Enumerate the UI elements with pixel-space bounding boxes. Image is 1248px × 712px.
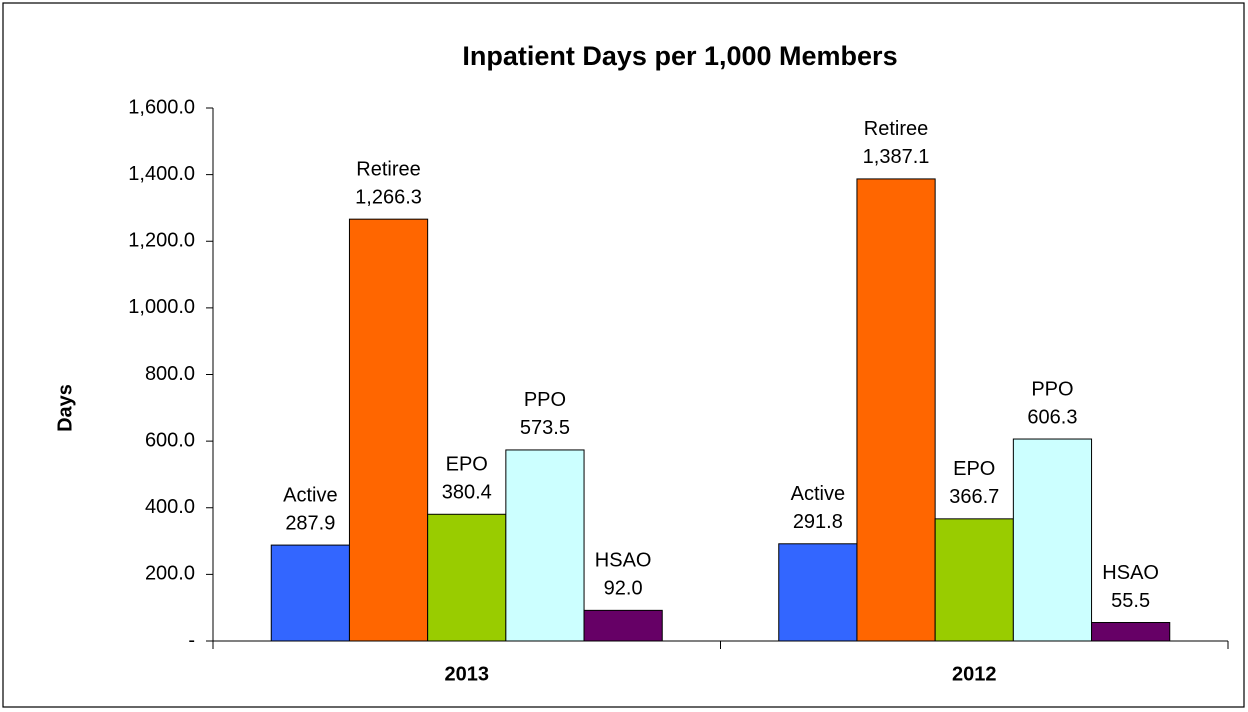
data-label-name: HSAO <box>595 550 652 572</box>
data-label: 380.4 <box>442 482 492 504</box>
data-label: 291.8 <box>793 511 843 533</box>
data-label: 1,266.3 <box>355 186 422 208</box>
data-label-name: EPO <box>953 458 995 480</box>
data-label: 573.5 <box>520 417 570 439</box>
bar <box>505 449 585 642</box>
bar <box>856 178 936 642</box>
bar <box>778 543 858 642</box>
y-tick-label: 1,200.0 <box>128 230 195 252</box>
x-tick-label: 2013 <box>445 663 490 685</box>
data-label: 287.9 <box>285 512 335 534</box>
y-tick-label: 200.0 <box>145 563 195 585</box>
data-label-name: Retiree <box>356 158 420 180</box>
data-label: 55.5 <box>1111 590 1150 612</box>
y-axis-label: Days <box>54 384 76 432</box>
bar <box>270 544 350 642</box>
y-tick-label: 600.0 <box>145 429 195 451</box>
x-tick-label: 2012 <box>952 663 997 685</box>
bar <box>348 218 429 642</box>
data-label-name: Retiree <box>864 118 928 140</box>
data-label-name: EPO <box>446 454 488 476</box>
data-label: 366.7 <box>949 486 999 508</box>
bar <box>583 609 663 642</box>
y-tick-label: 1,600.0 <box>128 96 195 118</box>
data-label-name: PPO <box>1031 378 1073 400</box>
y-tick-label: 1,400.0 <box>128 163 195 185</box>
bar <box>1091 622 1171 642</box>
data-label-name: Active <box>283 484 337 506</box>
y-tick-label: 800.0 <box>145 363 195 385</box>
chart-title: Inpatient Days per 1,000 Members <box>462 41 897 71</box>
data-label: 1,387.1 <box>863 146 930 168</box>
data-label-name: HSAO <box>1102 562 1159 584</box>
y-tick-label: 400.0 <box>145 496 195 518</box>
data-label: 92.0 <box>604 578 643 600</box>
y-tick-label: - <box>188 629 195 651</box>
bar <box>427 513 507 642</box>
data-label: 606.3 <box>1027 406 1077 428</box>
bar <box>1012 438 1093 642</box>
data-label-name: Active <box>791 483 845 505</box>
data-label-name: PPO <box>524 389 566 411</box>
y-tick-label: 1,000.0 <box>128 296 195 318</box>
bar <box>934 518 1014 642</box>
